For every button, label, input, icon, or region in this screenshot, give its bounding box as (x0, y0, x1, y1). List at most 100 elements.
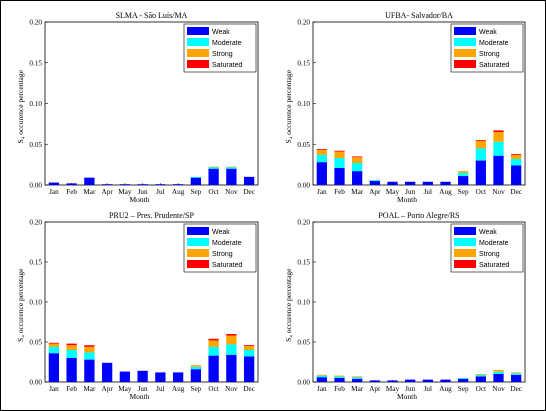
bar-strong-mar (352, 376, 363, 378)
bar-saturated-dec (511, 154, 522, 155)
x-tick-label: May (118, 188, 132, 196)
bar-weak-sep (190, 369, 202, 382)
bar-weak-nov (493, 374, 504, 382)
x-tick-label: Jul (156, 385, 164, 393)
legend-label-saturated: Saturated (212, 62, 242, 69)
bar-strong-sep (190, 365, 202, 367)
bar-saturated-oct (208, 338, 219, 341)
x-tick-label: Jan (317, 188, 327, 196)
bar-moderate-jan (316, 375, 327, 378)
x-tick-label: Mar (83, 188, 96, 196)
y-axis-label: S₄ occurence percentage (16, 69, 25, 143)
y-axis-label: S₄ occurence percentage (16, 268, 25, 342)
legend-label-moderate: Moderate (479, 40, 509, 47)
y-tick-label: 0.10 (29, 299, 42, 307)
bar-moderate-jan (48, 346, 60, 354)
x-tick-label: Sep (190, 188, 201, 196)
bar-strong-sep (458, 171, 469, 173)
bar-moderate-mar (84, 352, 95, 360)
bar-weak-apr (369, 180, 380, 185)
bar-saturated-feb (334, 150, 345, 152)
bar-weak-apr (101, 362, 113, 382)
x-tick-label: Jul (424, 385, 432, 393)
legend: Weak Moderate Strong Saturated (450, 23, 524, 73)
legend-swatch-weak (187, 27, 209, 35)
y-tick-label: 0.15 (29, 259, 42, 267)
bar-moderate-sep (190, 176, 202, 178)
x-axis-label: Month (397, 195, 417, 204)
legend: Weak Moderate Strong Saturated (183, 223, 257, 273)
y-tick-label: 0.15 (297, 259, 310, 267)
x-axis-label: Month (129, 195, 149, 204)
bar-weak-mar (84, 177, 95, 185)
bar-saturated-nov (493, 130, 504, 133)
y-tick-label: 0.00 (29, 182, 42, 190)
bar-weak-dec (243, 176, 255, 185)
x-tick-label: Oct (208, 188, 218, 196)
y-tick-label: 0.15 (297, 59, 310, 67)
x-axis-label: Month (129, 392, 149, 401)
x-tick-label: Jan (317, 385, 327, 393)
x-tick-label: Apr (102, 385, 114, 393)
x-tick-label: Jan (49, 188, 59, 196)
chart-panel-4: 0.00 0.05 0.10 0.15 0.20 Jan Feb Mar Apr May Jun Ju… (284, 211, 526, 401)
x-tick-label: Oct (476, 188, 486, 196)
bar-moderate-dec (243, 350, 255, 357)
legend-swatch-strong (187, 49, 209, 57)
bar-strong-oct (475, 374, 486, 375)
y-tick-label: 0.15 (29, 59, 42, 67)
legend-swatch-saturated (187, 260, 209, 268)
bar-moderate-jan (316, 154, 327, 163)
legend: Weak Moderate Strong Saturated (450, 223, 524, 273)
legend-label-weak: Weak (212, 229, 230, 236)
bar-moderate-sep (190, 366, 202, 370)
x-tick-label: Jun (138, 385, 148, 393)
panels: 0.00 0.05 0.10 0.15 0.20 Jan Feb Mar Apr May Jun Ju… (16, 11, 526, 401)
x-axis-label: Month (397, 392, 417, 401)
x-tick-label: Nov (225, 385, 238, 393)
bar-weak-nov (226, 168, 237, 185)
bar-weak-jan (48, 353, 60, 382)
bar-saturated-dec (243, 345, 255, 346)
y-tick-label: 0.10 (297, 100, 310, 108)
x-tick-label: Feb (334, 385, 345, 393)
bar-weak-oct (208, 355, 219, 382)
y-tick-label: 0.05 (29, 339, 42, 347)
bar-moderate-mar (352, 162, 363, 172)
bar-weak-dec (511, 374, 522, 382)
bar-saturated-jan (316, 149, 327, 150)
legend-swatch-moderate (454, 238, 476, 246)
bar-weak-jul (155, 372, 166, 382)
bar-moderate-oct (475, 148, 486, 161)
bar-saturated-mar (84, 345, 95, 347)
bar-weak-nov (226, 354, 237, 382)
bar-strong-dec (243, 346, 255, 350)
x-tick-label: Mar (351, 385, 364, 393)
legend-swatch-moderate (454, 38, 476, 46)
bar-moderate-nov (493, 371, 504, 374)
y-axis-label: S₄ occurence percentage (284, 69, 293, 143)
x-tick-label: Aug (439, 188, 452, 196)
chart-panel-1: 0.00 0.05 0.10 0.15 0.20 Jan Feb Mar Apr May Jun Ju… (16, 11, 259, 204)
legend-swatch-strong (454, 249, 476, 257)
bar-strong-mar (352, 157, 363, 163)
bar-strong-feb (334, 151, 345, 159)
bar-weak-sep (458, 176, 469, 185)
x-tick-label: Aug (172, 385, 185, 393)
bar-weak-jan (316, 377, 327, 382)
legend-label-strong: Strong (212, 51, 233, 58)
x-tick-label: May (386, 385, 400, 393)
bar-moderate-oct (208, 346, 219, 356)
bar-weak-feb (334, 167, 345, 185)
bar-moderate-sep (458, 378, 469, 379)
legend-swatch-strong (454, 49, 476, 57)
legend-swatch-saturated (454, 60, 476, 68)
y-tick-label: 0.20 (297, 19, 310, 27)
x-tick-label: Feb (66, 188, 77, 196)
x-tick-label: Nov (492, 188, 505, 196)
bar-strong-feb (334, 375, 345, 377)
bar-saturated-feb (66, 343, 77, 346)
y-tick-label: 0.00 (297, 379, 310, 387)
bar-moderate-dec (511, 158, 522, 166)
